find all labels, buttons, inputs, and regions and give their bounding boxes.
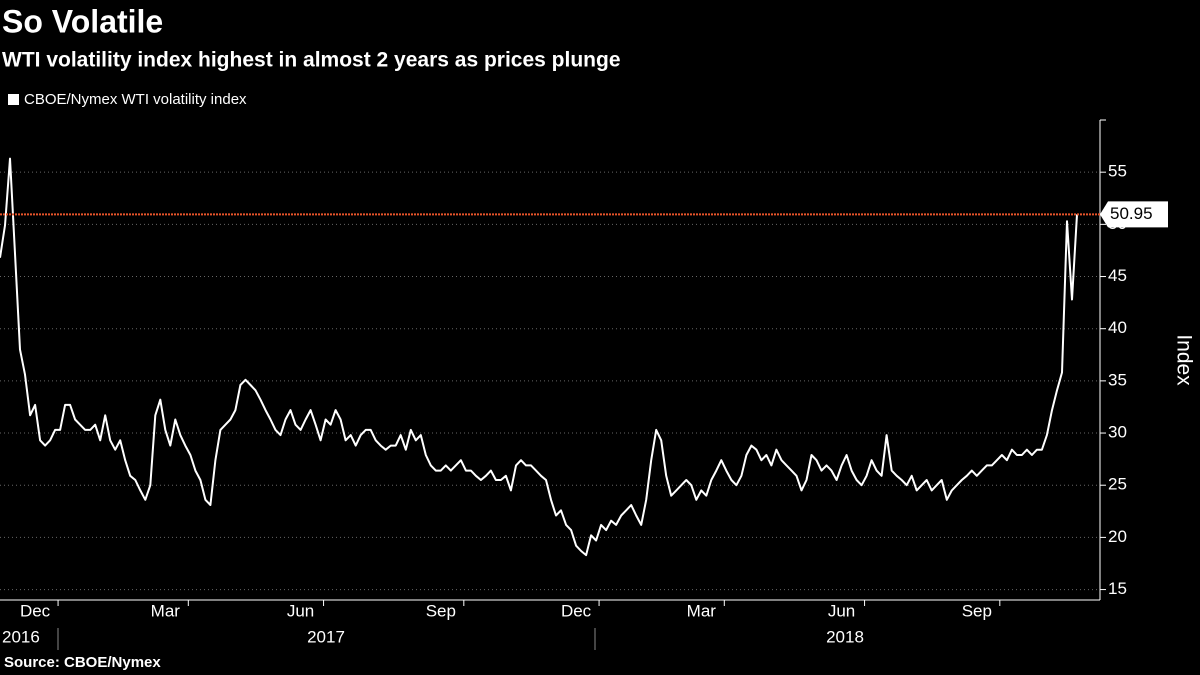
value-label-box (1100, 201, 1168, 228)
year-label: 2017 (307, 627, 345, 646)
y-tick-label: 20 (1108, 527, 1127, 546)
y-tick-label: 30 (1108, 423, 1127, 442)
x-tick-label: Mar (687, 601, 717, 620)
y-tick-label: 55 (1108, 162, 1127, 181)
y-tick-label: 25 (1108, 475, 1127, 494)
chart-subtitle: WTI volatility index highest in almost 2… (2, 49, 621, 72)
y-tick-label: 35 (1108, 370, 1127, 389)
value-label: 50.95 (1110, 204, 1153, 223)
x-tick-label: Jun (828, 601, 855, 620)
x-tick-label: Dec (20, 601, 51, 620)
x-tick-label: Sep (962, 601, 992, 620)
series-line (0, 157, 1078, 557)
year-label: 2018 (826, 627, 864, 646)
x-tick-label: Mar (151, 601, 181, 620)
y-tick-label: 45 (1108, 266, 1127, 285)
x-tick-label: Jun (287, 601, 314, 620)
year-label: 2016 (2, 627, 40, 646)
y-tick-label: 40 (1108, 318, 1127, 337)
source: Source: CBOE/Nymex (4, 654, 161, 671)
y-axis-title: Index (1172, 334, 1195, 386)
y-tick-label: 15 (1108, 579, 1127, 598)
x-tick-label: Sep (426, 601, 456, 620)
legend-swatch (8, 94, 19, 105)
x-tick-label: Dec (561, 601, 592, 620)
legend-label: CBOE/Nymex WTI volatility index (24, 91, 247, 108)
chart-title: So Volatile (2, 3, 163, 39)
